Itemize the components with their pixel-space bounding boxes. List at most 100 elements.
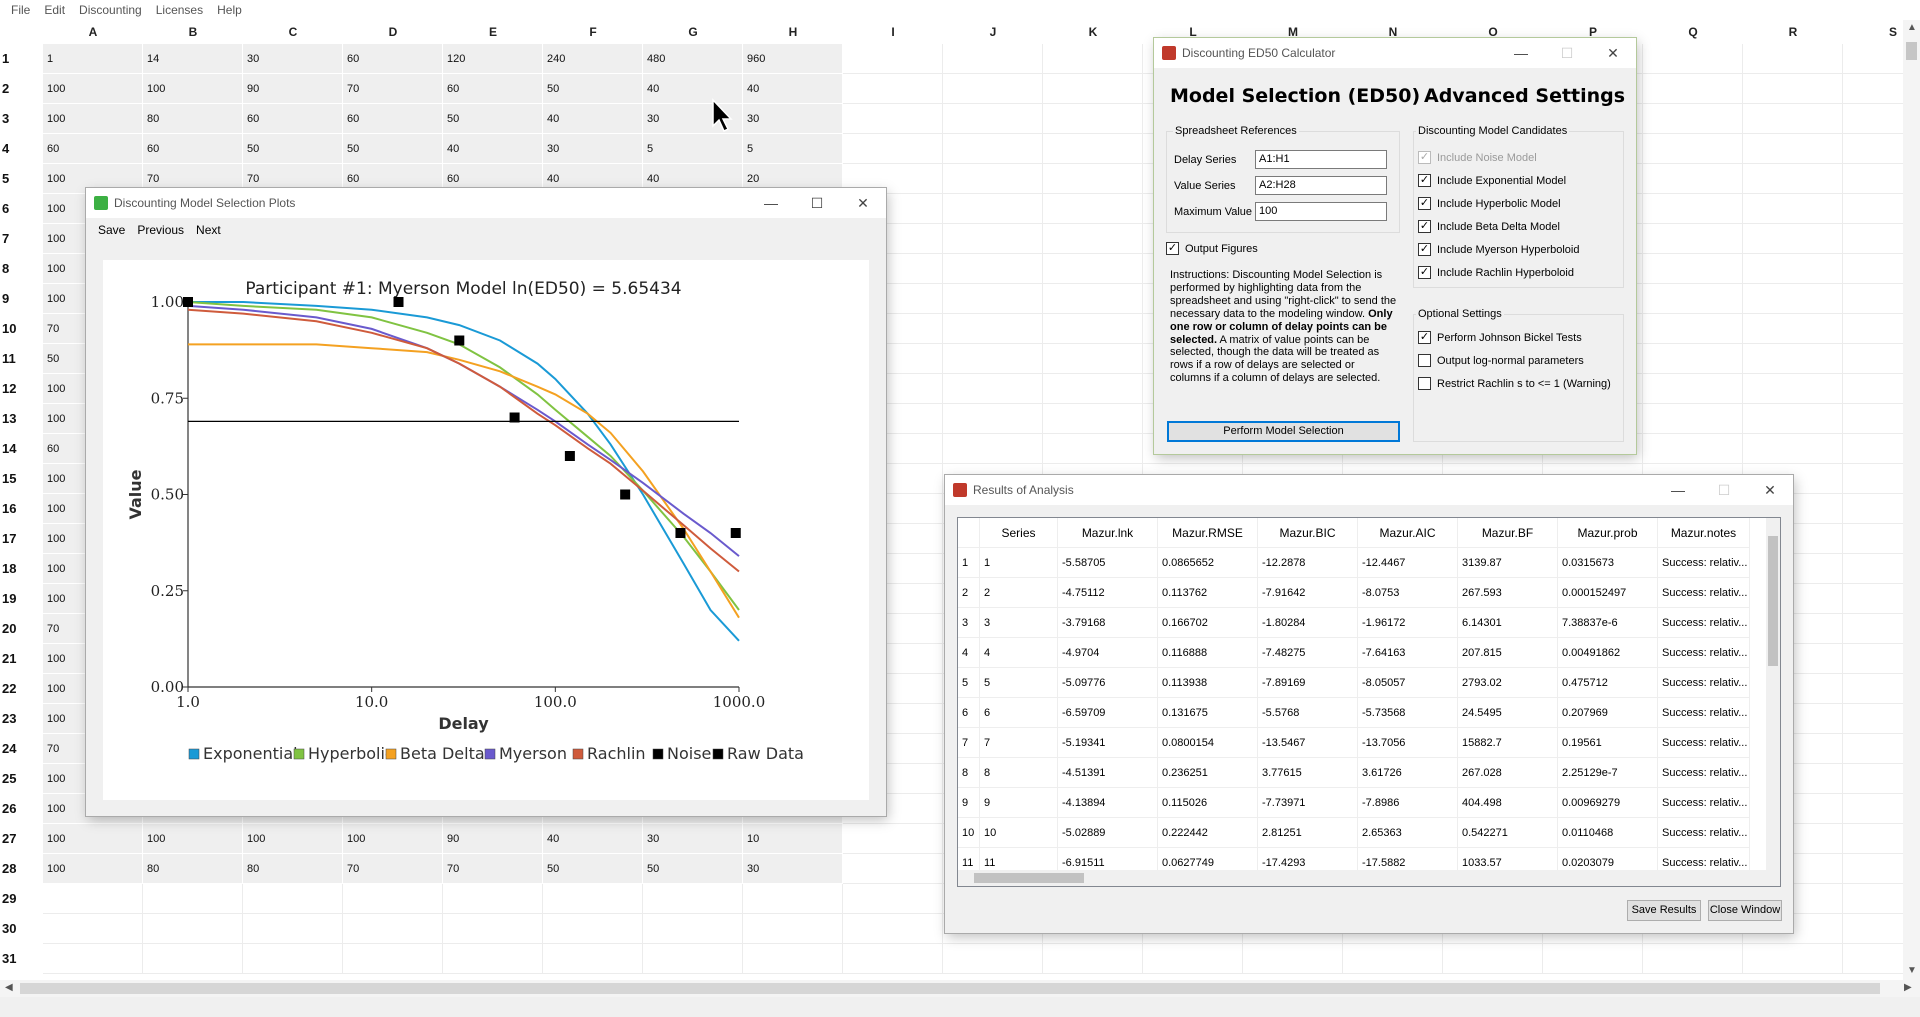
menu-help[interactable]: Help	[217, 3, 242, 17]
sheet-cell[interactable]	[943, 134, 1043, 164]
row-header[interactable]: 4	[2, 141, 10, 156]
sheet-cell[interactable]: 480	[643, 44, 743, 74]
sheet-cell[interactable]	[743, 944, 843, 974]
sheet-cell[interactable]: 80	[243, 854, 343, 884]
sheet-cell[interactable]	[943, 944, 1043, 974]
sheet-cell[interactable]	[1043, 44, 1143, 74]
sheet-cell[interactable]	[143, 884, 243, 914]
sheet-cell[interactable]: 40	[543, 824, 643, 854]
sheet-cell[interactable]	[943, 434, 1043, 464]
sheet-cell[interactable]: 960	[743, 44, 843, 74]
sheet-cell[interactable]	[1743, 434, 1843, 464]
sheet-cell[interactable]: 100	[343, 824, 443, 854]
sheet-cell[interactable]: 50	[243, 134, 343, 164]
sheet-cell[interactable]	[1643, 254, 1743, 284]
row-header[interactable]: 31	[2, 951, 17, 966]
sheet-cell[interactable]	[1243, 944, 1343, 974]
sheet-cell[interactable]	[843, 284, 943, 314]
sheet-cell[interactable]: 30	[543, 134, 643, 164]
sheet-cell[interactable]: 30	[743, 104, 843, 134]
sheet-cell[interactable]	[1743, 284, 1843, 314]
sheet-cell[interactable]	[843, 734, 943, 764]
sheet-cell[interactable]	[843, 884, 943, 914]
sheet-cell[interactable]	[943, 164, 1043, 194]
sheet-cell[interactable]	[643, 944, 743, 974]
results-row[interactable]: 3 3 -3.79168 0.166702 -1.80284 -1.96172 6.1430…	[958, 608, 1780, 638]
sheet-cell[interactable]: 240	[543, 44, 643, 74]
sheet-cell[interactable]: 80	[143, 104, 243, 134]
sheet-cell[interactable]	[843, 644, 943, 674]
sheet-cell[interactable]	[943, 44, 1043, 74]
sheet-cell[interactable]	[1743, 344, 1843, 374]
sheet-cell[interactable]	[843, 404, 943, 434]
horizontal-scroll-thumb[interactable]	[20, 983, 1880, 994]
sheet-cell[interactable]: 30	[743, 854, 843, 884]
vertical-scrollbar[interactable]: ▲ ▼	[1903, 20, 1920, 980]
include-rachlin-checkbox[interactable]: ✓ Include Rachlin Hyperboloid	[1418, 266, 1574, 279]
sheet-cell[interactable]	[843, 314, 943, 344]
sheet-cell[interactable]	[843, 584, 943, 614]
sheet-cell[interactable]	[1743, 644, 1843, 674]
sheet-cell[interactable]	[1843, 344, 1903, 374]
sheet-cell[interactable]	[843, 374, 943, 404]
sheet-cell[interactable]	[1843, 554, 1903, 584]
sheet-cell[interactable]	[1443, 944, 1543, 974]
results-column-header[interactable]: Mazur.AIC	[1358, 518, 1458, 548]
row-header[interactable]: 10	[2, 321, 17, 336]
sheet-cell[interactable]	[843, 44, 943, 74]
calculator-minimize-icon[interactable]: —	[1514, 45, 1528, 61]
sheet-cell[interactable]: 100	[243, 824, 343, 854]
row-header[interactable]: 26	[2, 801, 17, 816]
sheet-cell[interactable]	[1843, 764, 1903, 794]
sheet-cell[interactable]: 60	[43, 134, 143, 164]
plot-next-menu[interactable]: Next	[196, 223, 221, 237]
sheet-cell[interactable]	[1643, 74, 1743, 104]
sheet-cell[interactable]: 60	[343, 104, 443, 134]
sheet-cell[interactable]	[1843, 734, 1903, 764]
sheet-cell[interactable]	[943, 254, 1043, 284]
plot-save-menu[interactable]: Save	[98, 223, 126, 237]
sheet-cell[interactable]	[843, 134, 943, 164]
sheet-cell[interactable]	[843, 944, 943, 974]
minimize-icon[interactable]: —	[764, 195, 778, 211]
results-row[interactable]: 6 6 -6.59709 0.131675 -5.5768 -5.73568 24.5495…	[958, 698, 1780, 728]
johnson-bickel-checkbox[interactable]: ✓ Perform Johnson Bickel Tests	[1418, 331, 1582, 344]
sheet-cell[interactable]	[1843, 464, 1903, 494]
sheet-cell[interactable]: 40	[743, 74, 843, 104]
results-vscroll-thumb[interactable]	[1768, 536, 1778, 666]
sheet-cell[interactable]	[843, 764, 943, 794]
sheet-cell[interactable]	[1043, 104, 1143, 134]
plots-window-titlebar[interactable]: Discounting Model Selection Plots — ☐ ✕	[86, 188, 886, 218]
sheet-cell[interactable]	[1843, 794, 1903, 824]
sheet-cell[interactable]	[1743, 164, 1843, 194]
output-figures-checkbox[interactable]: ✓ Output Figures	[1166, 242, 1258, 255]
sheet-cell[interactable]: 10	[743, 824, 843, 854]
column-header[interactable]: K	[1088, 25, 1098, 39]
sheet-cell[interactable]: 120	[443, 44, 543, 74]
sheet-cell[interactable]	[843, 824, 943, 854]
sheet-cell[interactable]: 5	[643, 134, 743, 164]
sheet-cell[interactable]	[1743, 374, 1843, 404]
sheet-cell[interactable]	[1743, 224, 1843, 254]
sheet-cell[interactable]	[843, 74, 943, 104]
results-column-header[interactable]: Mazur.BIC	[1258, 518, 1358, 548]
column-header[interactable]: O	[1488, 25, 1498, 39]
sheet-cell[interactable]	[1743, 44, 1843, 74]
sheet-cell[interactable]	[1643, 44, 1743, 74]
row-header[interactable]: 11	[2, 351, 16, 366]
sheet-cell[interactable]	[843, 554, 943, 584]
row-header[interactable]: 2	[2, 81, 10, 96]
sheet-cell[interactable]	[443, 944, 543, 974]
sheet-cell[interactable]	[1043, 374, 1143, 404]
sheet-cell[interactable]	[843, 614, 943, 644]
sheet-cell[interactable]	[1743, 674, 1843, 704]
sheet-cell[interactable]	[243, 944, 343, 974]
sheet-cell[interactable]: 14	[143, 44, 243, 74]
sheet-cell[interactable]	[1843, 674, 1903, 704]
column-header[interactable]: Q	[1688, 25, 1698, 39]
row-header[interactable]: 12	[2, 381, 17, 396]
sheet-cell[interactable]	[1043, 74, 1143, 104]
sheet-cell[interactable]	[743, 884, 843, 914]
row-header[interactable]: 24	[2, 741, 17, 756]
sheet-cell[interactable]	[1043, 314, 1143, 344]
